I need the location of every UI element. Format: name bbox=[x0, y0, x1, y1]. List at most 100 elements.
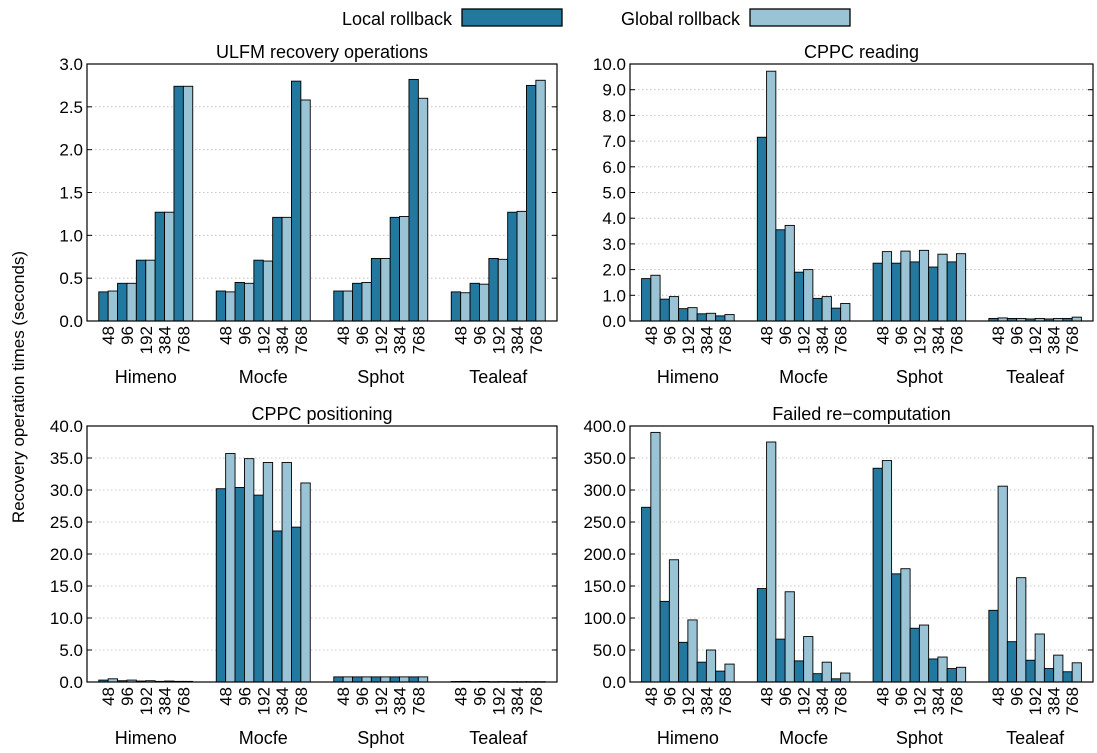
y-tick-label: 0.5 bbox=[59, 269, 83, 288]
y-tick-label: 200.0 bbox=[583, 545, 626, 564]
x-tick-label: 96 bbox=[1008, 687, 1027, 706]
bar-mocfe-48-s1 bbox=[225, 453, 236, 683]
x-tick-label: 768 bbox=[716, 326, 735, 354]
group-label-sphot: Sphot bbox=[896, 367, 943, 387]
x-tick-label: 768 bbox=[947, 326, 966, 354]
x-tick-label: 768 bbox=[832, 687, 851, 715]
bar-tealeaf-768-s1 bbox=[1071, 662, 1082, 683]
group-label-mocfe: Mocfe bbox=[239, 367, 288, 387]
bar-sphot-384-s1 bbox=[937, 253, 948, 322]
x-tick-label: 48 bbox=[642, 326, 661, 345]
bar-sphot-768-s1 bbox=[955, 666, 967, 683]
x-tick-label: 48 bbox=[989, 687, 1008, 706]
bar-sphot-192-s0 bbox=[370, 258, 382, 322]
bar-mocfe-48-s1 bbox=[766, 70, 777, 322]
bar-himeno-192-s1 bbox=[145, 259, 156, 322]
x-tick-label: 768 bbox=[292, 326, 311, 354]
x-tick-label: 48 bbox=[989, 326, 1008, 345]
y-axis-label: Recovery operation times (seconds) bbox=[9, 251, 28, 523]
x-tick-label: 768 bbox=[716, 687, 735, 715]
bar-himeno-768-s1 bbox=[182, 85, 194, 322]
bar-mocfe-96-s0 bbox=[234, 486, 245, 683]
y-tick-label: 250.0 bbox=[583, 513, 626, 532]
bar-himeno-48-s1 bbox=[107, 290, 119, 322]
bar-tealeaf-384-s1 bbox=[1053, 654, 1064, 683]
bar-sphot-96-s1 bbox=[900, 250, 911, 322]
bar-mocfe-384-s0 bbox=[812, 297, 823, 322]
x-tick-label: 384 bbox=[156, 687, 175, 715]
bar-tealeaf-96-s1 bbox=[1016, 577, 1027, 683]
group-label-tealeaf: Tealeaf bbox=[1006, 367, 1065, 387]
y-tick-label: 5.0 bbox=[59, 641, 83, 660]
bar-sphot-768-s0 bbox=[946, 261, 957, 322]
bar-mocfe-96-s1 bbox=[784, 224, 795, 322]
bar-himeno-768-s0 bbox=[173, 85, 184, 322]
bar-sphot-384-s0 bbox=[389, 216, 400, 322]
bar-himeno-96-s1 bbox=[126, 282, 137, 322]
legend-label-0: Local rollback bbox=[342, 9, 453, 29]
bar-himeno-48-s0 bbox=[641, 278, 652, 322]
bar-himeno-192-s0 bbox=[678, 308, 689, 322]
x-tick-label: 384 bbox=[273, 326, 292, 354]
bar-himeno-768-s1 bbox=[724, 314, 735, 322]
bar-tealeaf-384-s1 bbox=[516, 210, 527, 322]
legend-label-1: Global rollback bbox=[621, 9, 741, 29]
x-tick-label: 96 bbox=[660, 687, 679, 706]
y-tick-label: 10.0 bbox=[50, 609, 83, 628]
x-tick-label: 48 bbox=[217, 687, 236, 706]
bar-tealeaf-384-s0 bbox=[507, 211, 518, 322]
x-tick-label: 384 bbox=[391, 326, 410, 354]
plot-frame bbox=[629, 425, 1094, 683]
bar-mocfe-192-s0 bbox=[793, 271, 805, 322]
x-tick-label: 192 bbox=[1026, 687, 1045, 715]
y-tick-label: 20.0 bbox=[50, 545, 83, 564]
bar-sphot-96-s0 bbox=[891, 573, 902, 683]
bar-mocfe-96-s1 bbox=[243, 458, 255, 683]
bar-mocfe-384-s0 bbox=[812, 673, 823, 683]
bar-sphot-48-s1 bbox=[881, 251, 893, 322]
bar-himeno-96-s0 bbox=[117, 282, 128, 322]
bar-mocfe-192-s1 bbox=[803, 269, 814, 322]
y-tick-label: 2.0 bbox=[602, 261, 626, 280]
x-tick-label: 48 bbox=[873, 326, 892, 345]
bar-mocfe-96-s0 bbox=[234, 282, 245, 322]
x-tick-label: 384 bbox=[156, 326, 175, 354]
x-tick-label: 192 bbox=[1026, 326, 1045, 354]
bar-sphot-768-s1 bbox=[417, 97, 429, 322]
x-tick-label: 768 bbox=[174, 326, 193, 354]
bar-mocfe-48-s1 bbox=[225, 291, 236, 322]
bar-himeno-384-s0 bbox=[696, 313, 707, 322]
x-tick-label: 384 bbox=[929, 326, 948, 354]
x-tick-label: 48 bbox=[873, 687, 892, 706]
y-tick-label: 1.5 bbox=[59, 184, 83, 203]
x-tick-label: 768 bbox=[832, 326, 851, 354]
y-tick-label: 0.0 bbox=[59, 673, 83, 692]
y-tick-label: 3.0 bbox=[602, 235, 626, 254]
y-tick-label: 0.0 bbox=[59, 312, 83, 331]
x-tick-label: 48 bbox=[217, 326, 236, 345]
x-tick-label: 768 bbox=[527, 687, 546, 715]
bar-tealeaf-48-s0 bbox=[450, 291, 462, 322]
bar-sphot-48-s0 bbox=[333, 676, 344, 683]
x-tick-label: 192 bbox=[795, 687, 814, 715]
chart-title: ULFM recovery operations bbox=[216, 42, 428, 62]
bar-sphot-384-s0 bbox=[928, 266, 939, 322]
x-tick-label: 384 bbox=[813, 687, 832, 715]
bar-mocfe-384-s1 bbox=[821, 296, 832, 322]
bar-tealeaf-768-s0 bbox=[526, 84, 537, 322]
bar-sphot-48-s0 bbox=[872, 262, 883, 322]
bar-sphot-48-s1 bbox=[342, 290, 353, 322]
y-tick-label: 15.0 bbox=[50, 577, 83, 596]
bar-sphot-96-s1 bbox=[361, 676, 372, 683]
x-tick-label: 192 bbox=[137, 687, 156, 715]
bar-mocfe-192-s0 bbox=[793, 660, 805, 683]
bar-sphot-96-s0 bbox=[352, 676, 363, 683]
bar-himeno-48-s0 bbox=[641, 506, 652, 683]
y-tick-label: 35.0 bbox=[50, 449, 83, 468]
bar-sphot-384-s1 bbox=[937, 656, 948, 683]
bar-mocfe-768-s1 bbox=[300, 99, 311, 322]
x-tick-label: 96 bbox=[353, 326, 372, 345]
x-tick-label: 384 bbox=[697, 326, 716, 354]
chart-panel-0: ULFM recovery operations 0.0 0.5 1.0 1.5 2.0 2… bbox=[59, 42, 558, 387]
